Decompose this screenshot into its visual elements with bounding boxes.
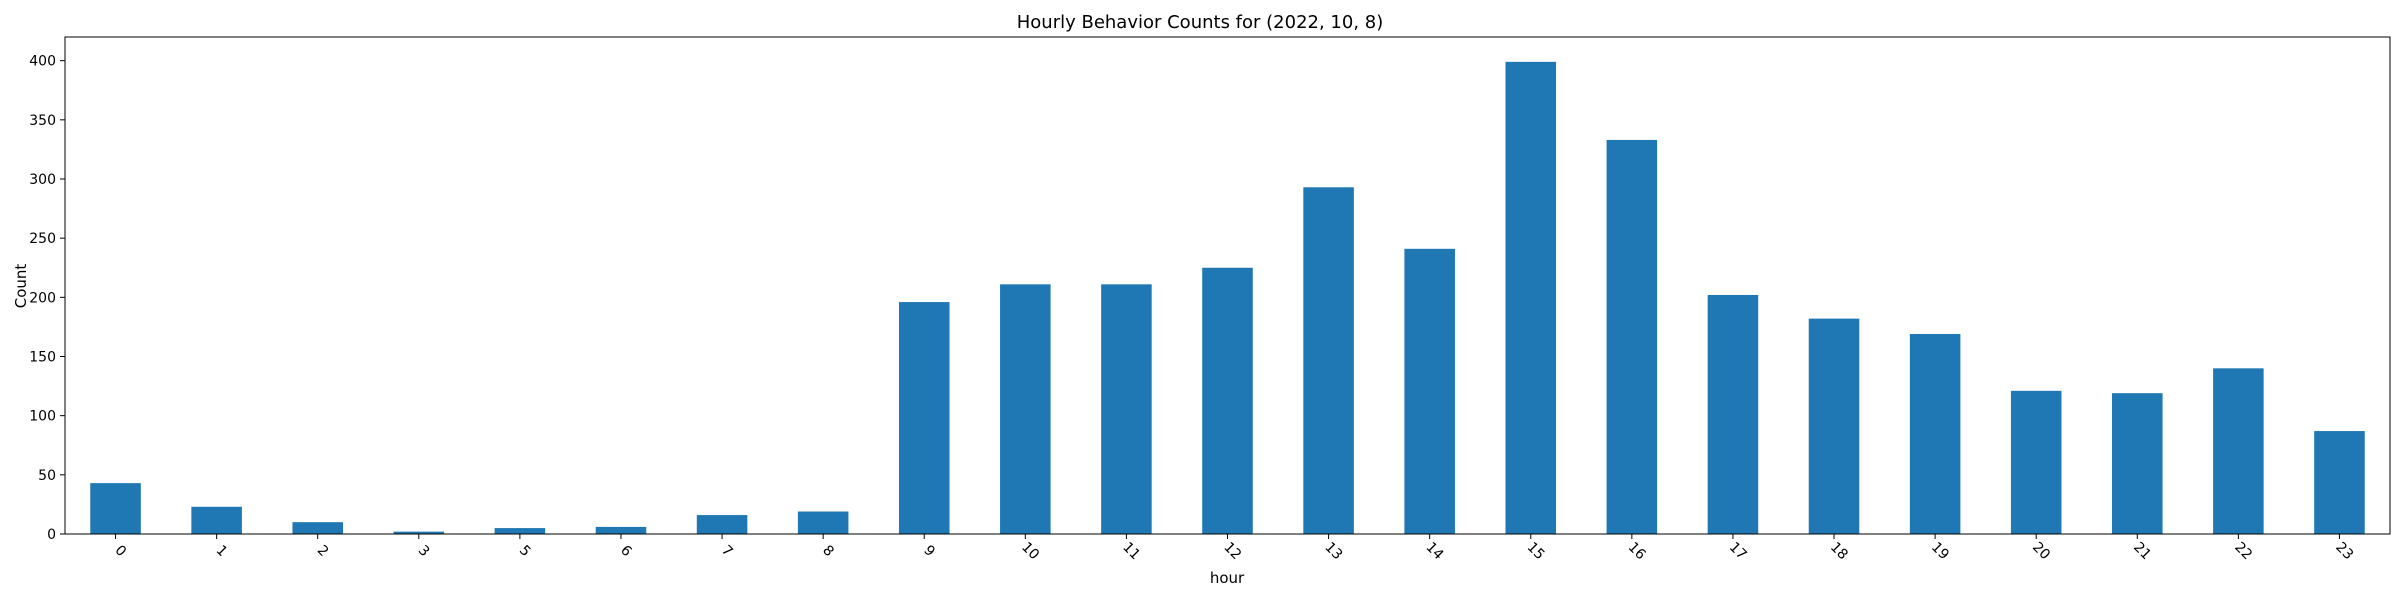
- x-axis: 0 1 2 3 5 6 7 8 9 10 11 12 13 14 15 16 17 18 19 20 21 22 23: [112, 534, 2356, 563]
- bar-hour-0: [90, 483, 141, 534]
- x-axis-label: hour: [1210, 569, 1245, 587]
- x-tick-label: 16: [1625, 539, 1649, 563]
- bar-hour-8: [797, 511, 849, 534]
- y-tick-label: 0: [47, 527, 56, 543]
- x-tick-label: 1: [213, 542, 231, 560]
- bar-hour-16: [1606, 139, 1658, 534]
- bar-hour-12: [1202, 267, 1253, 534]
- bar-hour-2: [292, 522, 343, 534]
- x-tick-label: 7: [718, 542, 736, 560]
- y-tick-label: 50: [38, 468, 56, 484]
- bar-hour-1: [191, 506, 242, 534]
- x-tick-label: 9: [920, 542, 938, 560]
- x-tick-label: 5: [516, 542, 534, 560]
- x-tick-label: 8: [819, 542, 837, 560]
- bar-hour-22: [2213, 368, 2264, 534]
- y-tick-label: 150: [29, 350, 56, 366]
- bar-hour-19: [1909, 334, 1961, 534]
- bar-hour-3: [393, 531, 445, 534]
- y-axis: 0 50 100 150 200 250 300 350 400: [29, 54, 65, 543]
- bar-hour-10: [1000, 284, 1051, 534]
- x-tick-label: 10: [1018, 539, 1042, 563]
- x-tick-label: 21: [2130, 539, 2154, 563]
- y-tick-label: 400: [29, 54, 56, 70]
- x-tick-label: 17: [1726, 539, 1750, 563]
- x-tick-label: 15: [1524, 539, 1548, 563]
- bar-hour-11: [1101, 284, 1152, 534]
- y-tick-label: 250: [29, 231, 56, 247]
- y-tick-label: 350: [29, 113, 56, 129]
- y-tick-label: 100: [29, 409, 56, 425]
- x-tick-label: 2: [314, 542, 332, 560]
- bar-hour-13: [1303, 187, 1354, 535]
- x-tick-label: 0: [112, 542, 130, 560]
- bar-hour-20: [2010, 390, 2062, 534]
- x-tick-label: 13: [1321, 539, 1345, 563]
- x-tick-label: 14: [1423, 539, 1447, 563]
- bar-hour-9: [898, 302, 950, 534]
- bar-hour-5: [494, 528, 546, 534]
- bar-hour-17: [1707, 294, 1759, 534]
- y-tick-label: 300: [29, 172, 56, 188]
- bar-hour-14: [1404, 248, 1455, 535]
- x-tick-label: 12: [1220, 539, 1244, 563]
- bars-group: [90, 61, 2365, 535]
- x-tick-label: 11: [1119, 539, 1143, 563]
- y-axis-label: Count: [12, 264, 30, 309]
- bar-hour-7: [696, 515, 748, 534]
- x-tick-label: 20: [2029, 539, 2053, 563]
- bar-hour-23: [2314, 431, 2365, 534]
- bar-hour-18: [1808, 318, 1860, 534]
- x-tick-label: 23: [2332, 539, 2356, 563]
- y-tick-label: 200: [29, 290, 56, 306]
- x-tick-label: 3: [415, 542, 433, 560]
- x-tick-label: 22: [2231, 539, 2255, 563]
- x-tick-label: 18: [1827, 539, 1851, 563]
- bar-hour-15: [1505, 61, 1557, 534]
- bar-hour-6: [595, 526, 647, 534]
- bar-hour-21: [2112, 393, 2163, 534]
- chart-title: Hourly Behavior Counts for (2022, 10, 8): [1017, 12, 1384, 33]
- plot-frame: [64, 36, 2391, 535]
- x-tick-label: 19: [1928, 539, 1952, 563]
- x-tick-label: 6: [617, 542, 635, 560]
